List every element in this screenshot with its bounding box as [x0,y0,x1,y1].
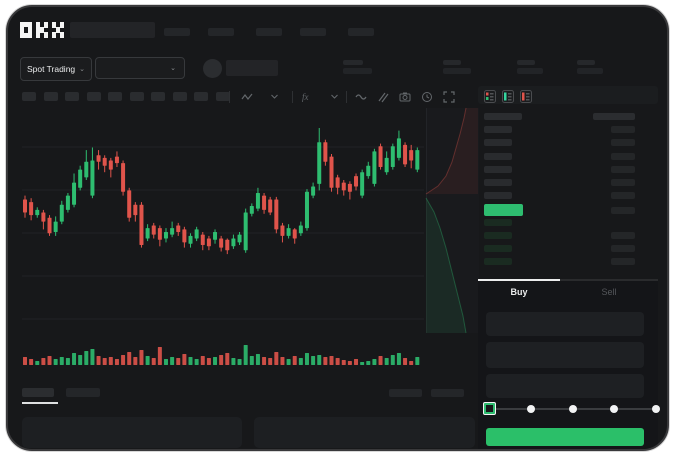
timeframe-button[interactable] [108,92,122,101]
market-type-label: Spot Trading [26,64,76,74]
orderbook-ask-price [484,192,512,200]
stat-value-placeholder [517,68,543,74]
okx-logo[interactable] [20,22,64,44]
orderbook-bid-price [484,218,512,226]
stat-label-placeholder [443,60,461,65]
slider-handle-inner [484,403,495,414]
orderbook-amount [611,192,635,200]
nav-item[interactable] [348,28,374,36]
stat-value-placeholder [343,68,372,74]
chevron-down-icon: ⌄ [170,64,176,72]
toolbar-divider [346,91,347,103]
orderbook-amount [611,245,635,252]
timeframe-button[interactable] [151,92,165,101]
nav-item[interactable] [208,28,234,36]
orderbook-amount [611,126,635,134]
orderbook-amount [611,165,635,173]
fullscreen-icon[interactable] [442,90,455,103]
app-window: Spot Trading ⌄ ⌄ fx Buy Sell [8,7,667,449]
slider-stop-dot[interactable] [568,405,577,413]
svg-text:fx: fx [302,92,309,102]
stat-value-placeholder [443,68,471,74]
stat-label-placeholder [517,60,535,65]
slider-handle[interactable] [483,402,496,415]
chevron-down-icon: ⌄ [79,65,86,73]
book-bids-icon[interactable] [502,90,514,108]
amount-input[interactable] [486,342,644,368]
timeframe-button[interactable] [86,92,101,101]
market-type-selector[interactable]: Spot Trading ⌄ [20,57,92,81]
parallel-lines-icon[interactable] [376,90,389,103]
tab-sell[interactable]: Sell [601,287,617,297]
timeframe-button[interactable] [172,92,187,101]
orderbook-amount [611,139,635,147]
bottom-tab[interactable] [66,388,100,397]
toolbar-divider [229,91,230,103]
tab-indicator-track [478,279,658,281]
toolbar-divider [292,91,293,103]
chevron-down-icon[interactable] [268,90,281,103]
slider-stop-dot[interactable] [652,405,660,413]
stat-label-placeholder [577,60,595,65]
orderbook-ask-price [484,113,522,120]
pair-selector[interactable]: ⌄ [95,57,185,79]
order-history-panel [254,417,475,448]
pair-avatar [203,59,222,78]
camera-icon[interactable] [398,90,411,103]
stat-label-placeholder [343,60,363,65]
stat-value-placeholder [577,68,603,74]
device-frame: Spot Trading ⌄ ⌄ fx Buy Sell [6,5,669,451]
tab-buy[interactable]: Buy [510,287,528,297]
nav-item[interactable] [300,28,326,36]
bottom-tab-active[interactable] [22,388,54,397]
orderbook-ask-price [484,139,512,147]
orderbook-amount [611,179,635,186]
book-both-icon[interactable] [484,90,496,108]
pair-name-placeholder [226,60,278,76]
timeframe-button[interactable] [129,92,144,101]
orderbook-ask-price [484,165,512,173]
timeframe-button[interactable] [43,92,58,101]
clock-icon[interactable] [420,90,433,103]
slider-stop-dot[interactable] [610,405,619,413]
orderbook-ask-price [484,152,512,160]
orderbook-amount [611,207,635,215]
orderbook-ask-price [484,126,512,134]
nav-item[interactable] [164,28,190,36]
open-orders-panel [22,417,242,448]
function-indicator-icon[interactable]: fx [300,90,313,103]
bottom-tab-right[interactable] [389,389,422,397]
book-asks-icon[interactable] [520,90,532,108]
timeframe-button[interactable] [22,92,36,101]
orderbook-amount [611,231,635,239]
orderbook-ask-price [484,179,512,186]
last-price-highlight [484,204,523,217]
nav-item[interactable] [256,28,282,36]
buy-submit-button[interactable] [486,428,644,446]
orderbook-bid-price [484,231,512,239]
zigzag-indicator-icon[interactable] [240,90,253,103]
bottom-tab-underline [22,402,58,404]
timeframe-button[interactable] [215,92,230,101]
orderbook-amount [611,152,635,160]
timeframe-button[interactable] [65,92,79,101]
total-input[interactable] [486,374,644,398]
search-placeholder[interactable] [70,22,155,38]
orderbook-bid-price [484,245,512,252]
chevron-down-icon[interactable] [328,90,341,103]
depth-chart-panel [426,108,479,333]
orderbook-amount [593,113,635,120]
orderbook-bid-price [484,258,512,266]
tab-active-indicator [478,279,560,281]
orderbook-amount [611,258,635,266]
price-input[interactable] [486,312,644,336]
slider-stop-dot[interactable] [526,405,535,413]
bottom-tab-right[interactable] [431,389,464,397]
wave-line-icon[interactable] [354,90,367,103]
timeframe-button[interactable] [194,92,208,101]
